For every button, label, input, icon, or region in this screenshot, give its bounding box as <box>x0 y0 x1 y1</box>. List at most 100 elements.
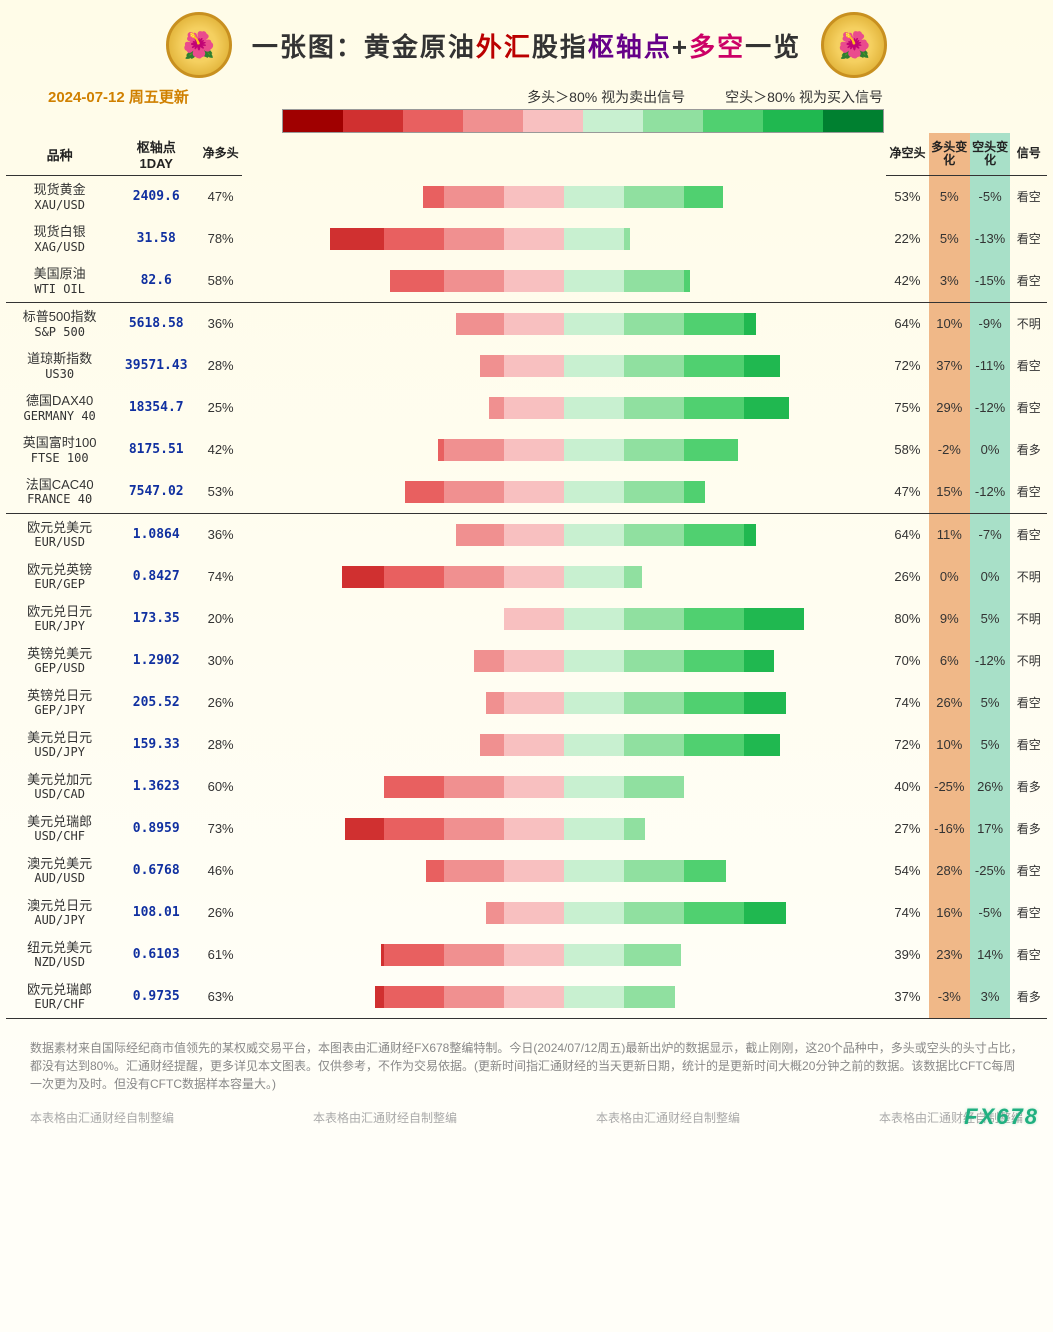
long-change: 5% <box>929 176 970 218</box>
name-cn: 澳元兑日元 <box>6 898 113 914</box>
bar-segment <box>564 776 624 798</box>
table-row: 美元兑日元USD/JPY159.3328%72%10%5%看空 <box>6 724 1047 766</box>
short-pct: 72% <box>886 345 929 387</box>
pivot-value: 82.6 <box>113 260 199 302</box>
bar-segment <box>564 270 624 292</box>
pivot-value: 0.6103 <box>113 934 199 976</box>
name-cn: 道琼斯指数 <box>6 351 113 367</box>
bar-segment <box>744 608 804 630</box>
credit-1: 本表格由汇通财经自制整编 <box>30 1109 174 1126</box>
name-cn: 欧元兑英镑 <box>6 562 113 578</box>
sentiment-bar <box>242 471 886 513</box>
short-pct: 39% <box>886 934 929 976</box>
bar-segment <box>624 270 684 292</box>
bar-segment <box>624 228 630 250</box>
table-row: 美国原油WTI OIL82.658%42%3%-15%看空 <box>6 260 1047 302</box>
name-en: GEP/JPY <box>6 703 113 717</box>
signal: 看空 <box>1010 892 1047 934</box>
bar-segment <box>624 566 642 588</box>
bar-segment <box>444 776 504 798</box>
instrument-name: 现货黄金XAU/USD <box>6 176 113 218</box>
long-pct: 46% <box>199 850 242 892</box>
pivot-value: 1.2902 <box>113 640 199 682</box>
short-pct: 80% <box>886 598 929 640</box>
name-en: XAG/USD <box>6 240 113 254</box>
long-pct: 42% <box>199 429 242 471</box>
pivot-value: 159.33 <box>113 724 199 766</box>
bar-segment <box>564 944 624 966</box>
bar-segment <box>624 986 675 1008</box>
title-p8: 一览 <box>745 32 801 62</box>
short-pct: 64% <box>886 302 929 344</box>
pivot-value: 1.3623 <box>113 766 199 808</box>
name-en: US30 <box>6 367 113 381</box>
instrument-name: 欧元兑日元EUR/JPY <box>6 598 113 640</box>
bar-segment <box>564 313 624 335</box>
name-en: NZD/USD <box>6 955 113 969</box>
bar-segment <box>624 860 684 882</box>
instrument-name: 美元兑加元USD/CAD <box>6 766 113 808</box>
name-en: AUD/USD <box>6 871 113 885</box>
instrument-name: 澳元兑美元AUD/USD <box>6 850 113 892</box>
bar-segment <box>504 270 564 292</box>
short-pct: 53% <box>886 176 929 218</box>
short-change: -12% <box>970 471 1011 513</box>
sentiment-bar <box>242 976 886 1018</box>
table-row: 标普500指数S&P 5005618.5836%64%10%-9%不明 <box>6 302 1047 344</box>
th-long-chg: 多头变化 <box>929 133 970 176</box>
bar-segment <box>504 944 564 966</box>
sentiment-bar <box>242 934 886 976</box>
short-pct: 42% <box>886 260 929 302</box>
chart-container: 🌺 一张图：黄金原油外汇股指枢轴点+多空一览 🌺 2024-07-12 周五更新… <box>0 0 1053 1140</box>
instrument-name: 现货白银XAG/USD <box>6 218 113 260</box>
table-row: 澳元兑日元AUD/JPY108.0126%74%16%-5%看空 <box>6 892 1047 934</box>
instrument-name: 欧元兑瑞郎EUR/CHF <box>6 976 113 1018</box>
table-row: 法国CAC40FRANCE 407547.0253%47%15%-12%看空 <box>6 471 1047 513</box>
bar-segment <box>744 692 786 714</box>
table-row: 欧元兑日元EUR/JPY173.3520%80%9%5%不明 <box>6 598 1047 640</box>
signal: 不明 <box>1010 302 1047 344</box>
title-p6: + <box>672 32 689 62</box>
bar-segment <box>684 692 744 714</box>
bar-segment <box>564 355 624 377</box>
bar-segment <box>684 439 738 461</box>
bar-segment <box>444 186 504 208</box>
short-pct: 75% <box>886 387 929 429</box>
instrument-name: 标普500指数S&P 500 <box>6 302 113 344</box>
bar-segment <box>684 481 705 503</box>
bar-segment <box>504 228 564 250</box>
name-en: EUR/CHF <box>6 997 113 1011</box>
signal: 不明 <box>1010 556 1047 598</box>
long-pct: 28% <box>199 345 242 387</box>
pivot-value: 205.52 <box>113 682 199 724</box>
long-pct: 74% <box>199 556 242 598</box>
name-cn: 美国原油 <box>6 266 113 282</box>
signal: 看空 <box>1010 345 1047 387</box>
bar-segment <box>504 986 564 1008</box>
footer-text: 数据素材来自国际经纪商市值领先的某权威交易平台，本图表由汇通财经FX678整编特… <box>0 1019 1053 1103</box>
bar-segment <box>624 397 684 419</box>
pivot-value: 5618.58 <box>113 302 199 344</box>
bar-segment <box>564 860 624 882</box>
date-line: 2024-07-12 周五更新 多头＞80% 视为卖出信号 空头＞80% 视为买… <box>0 86 1053 109</box>
signal: 看多 <box>1010 976 1047 1018</box>
name-cn: 现货白银 <box>6 224 113 240</box>
bar-segment <box>564 481 624 503</box>
bar-segment <box>684 397 744 419</box>
instrument-name: 美元兑瑞郎USD/CHF <box>6 808 113 850</box>
title-p4: 股指 <box>532 32 588 62</box>
long-change: -16% <box>929 808 970 850</box>
bar-segment <box>744 902 786 924</box>
bar-segment <box>489 397 504 419</box>
signal: 看多 <box>1010 429 1047 471</box>
name-en: USD/JPY <box>6 745 113 759</box>
bar-segment <box>480 355 504 377</box>
name-cn: 标普500指数 <box>6 309 113 325</box>
long-pct: 73% <box>199 808 242 850</box>
signal: 不明 <box>1010 598 1047 640</box>
bar-segment <box>684 186 723 208</box>
bar-segment <box>744 650 774 672</box>
th-long: 净多头 <box>199 133 242 176</box>
short-pct: 40% <box>886 766 929 808</box>
name-en: WTI OIL <box>6 282 113 296</box>
